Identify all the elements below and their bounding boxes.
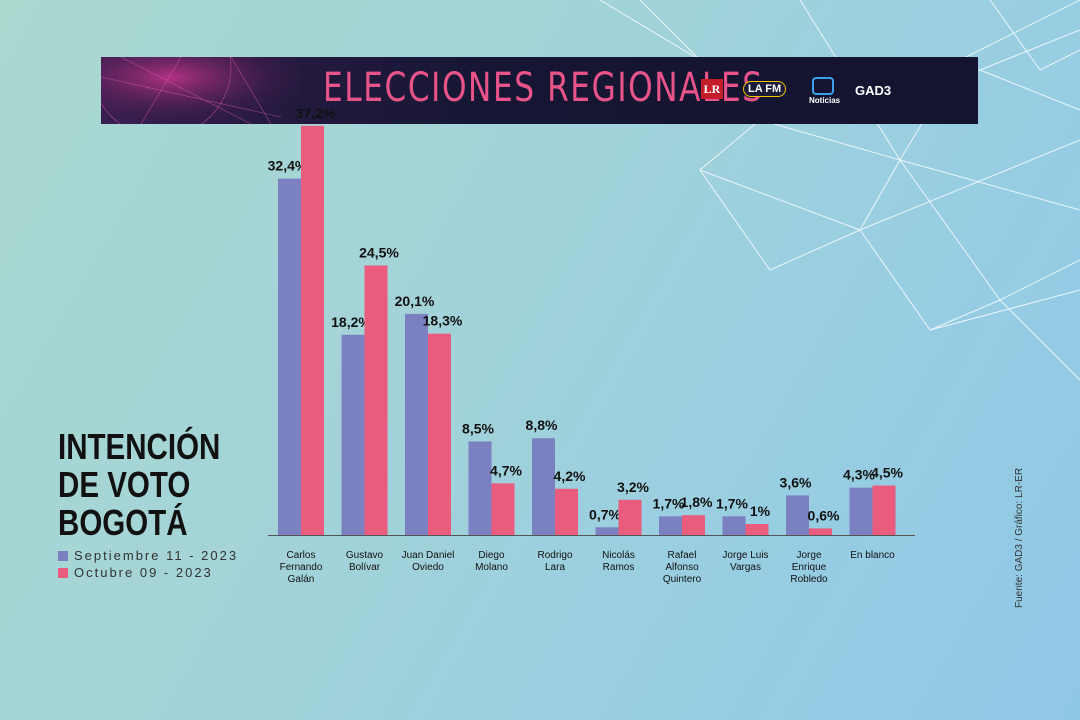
category-label-3: Diego Molano	[475, 550, 508, 573]
value-label-series-1-cat-7: 1,7%	[716, 495, 748, 511]
category-label-line: Carlos	[287, 550, 316, 561]
bar-series-1-cat-9	[849, 487, 873, 535]
bar-series-1-cat-0	[278, 178, 301, 535]
category-label-5: Nicolás Ramos	[602, 550, 635, 573]
value-label-series-2-cat-9: 4,5%	[871, 465, 903, 481]
legend: Septiembre 11 - 2023 Octubre 09 - 2023	[58, 547, 238, 581]
category-label-2: Juan Daniel Oviedo	[402, 550, 455, 573]
bar-series-1-cat-2	[405, 313, 428, 535]
rcn-ring-icon	[812, 77, 834, 95]
value-label-series-1-cat-5: 0,7%	[589, 506, 621, 522]
bar-series-2-cat-2	[428, 333, 451, 535]
legend-item-series-2: Octubre 09 - 2023	[58, 564, 238, 581]
category-label-line: Fernando	[280, 562, 323, 573]
value-label-series-1-cat-2: 20,1%	[395, 293, 435, 309]
bar-series-1-cat-4	[532, 438, 555, 535]
rcn-noticias-logo: Noticias	[809, 77, 841, 105]
category-label-line: Jorge	[796, 550, 821, 561]
category-label-line: Alfonso	[665, 562, 699, 573]
category-label-line: Oviedo	[412, 562, 444, 573]
bar-series-2-cat-5	[618, 499, 642, 535]
value-label-series-1-cat-0: 32,4%	[268, 158, 308, 174]
value-label-series-2-cat-8: 0,6%	[808, 507, 840, 523]
value-label-series-2-cat-7: 1%	[750, 503, 771, 519]
value-label-series-2-cat-5: 3,2%	[617, 479, 649, 495]
lr-logo: LR	[701, 79, 723, 99]
value-label-series-2-cat-2: 18,3%	[423, 313, 463, 329]
bar-series-2-cat-6	[682, 515, 705, 535]
category-label-line: Lara	[545, 562, 565, 573]
category-label-line: Juan Daniel	[402, 550, 455, 561]
title-line-2: DE VOTO	[58, 464, 191, 505]
category-label-line: Bolívar	[349, 562, 381, 573]
value-label-series-1-cat-6: 1,7%	[653, 495, 685, 511]
bar-series-2-cat-7	[745, 524, 769, 535]
gad3-logo: GAD3	[855, 83, 892, 98]
legend-swatch-series-1	[58, 550, 68, 561]
value-label-series-1-cat-1: 18,2%	[331, 314, 371, 330]
lafm-logo: LA FM	[743, 81, 787, 97]
legend-item-series-1: Septiembre 11 - 2023	[58, 547, 238, 564]
banner-title: ELECCIONES REGIONALES	[323, 65, 764, 111]
category-label-7: Jorge Luis Vargas	[722, 550, 768, 573]
title-line-1: INTENCIÓN	[58, 426, 221, 467]
category-label-line: Galán	[288, 574, 315, 585]
bar-series-2-cat-9	[872, 485, 896, 535]
category-label-line: Rodrigo	[537, 550, 572, 561]
rcn-logo-label: Noticias	[809, 96, 841, 105]
category-label-line: En blanco	[850, 550, 895, 561]
bar-series-2-cat-8	[809, 528, 832, 535]
category-label-line: Molano	[475, 562, 508, 573]
category-label-1: Gustavo Bolívar	[346, 550, 384, 573]
bar-series-1-cat-1	[341, 334, 365, 535]
bar-series-1-cat-3	[468, 441, 492, 535]
bar-series-1-cat-8	[786, 495, 809, 535]
category-label-8: Jorge Enrique Robledo	[790, 550, 828, 585]
category-label-4: Rodrigo Lara	[537, 550, 572, 573]
category-label-line: Jorge Luis	[722, 550, 768, 561]
bar-series-1-cat-6	[659, 516, 682, 535]
bar-series-2-cat-4	[555, 488, 578, 535]
category-label-line: Rafael	[668, 550, 697, 561]
value-label-series-1-cat-8: 3,6%	[780, 474, 812, 490]
banner-globe-art	[101, 57, 301, 124]
value-label-series-1-cat-9: 4,3%	[843, 467, 875, 483]
legend-swatch-series-2	[58, 567, 68, 578]
category-label-line: Diego	[478, 550, 505, 561]
category-label-line: Vargas	[730, 562, 761, 573]
category-label-9: En blanco	[850, 550, 895, 561]
value-label-series-2-cat-1: 24,5%	[359, 245, 399, 261]
category-label-line: Nicolás	[602, 550, 635, 561]
bar-series-2-cat-3	[491, 483, 515, 535]
header-banner: ELECCIONES REGIONALES LR LA FM Noticias …	[101, 57, 978, 124]
category-label-0: Carlos Fernando Galán	[280, 550, 323, 585]
category-label-line: Gustavo	[346, 550, 384, 561]
legend-label-series-2: Octubre 09 - 2023	[74, 565, 213, 580]
value-label-series-2-cat-3: 4,7%	[490, 462, 522, 478]
value-label-series-1-cat-3: 8,5%	[462, 421, 494, 437]
legend-label-series-1: Septiembre 11 - 2023	[74, 548, 239, 563]
bar-series-2-cat-0	[301, 125, 324, 536]
bar-series-2-cat-1	[364, 265, 388, 535]
value-label-series-2-cat-4: 4,2%	[554, 468, 586, 484]
chart-title: INTENCIÓN DE VOTO BOGOTÁ	[58, 428, 220, 542]
title-line-3: BOGOTÁ	[58, 502, 188, 543]
category-label-6: Rafael Alfonso Quintero	[663, 550, 702, 585]
category-label-line: Ramos	[603, 562, 635, 573]
value-label-series-2-cat-0: 37,2%	[296, 105, 336, 121]
category-label-line: Enrique	[792, 562, 827, 573]
bar-series-1-cat-5	[595, 527, 619, 535]
value-label-series-2-cat-6: 1,8%	[681, 494, 713, 510]
category-label-line: Quintero	[663, 574, 702, 585]
category-label-line: Robledo	[790, 574, 828, 585]
bar-series-1-cat-7	[722, 516, 746, 535]
value-label-series-1-cat-4: 8,8%	[526, 417, 558, 433]
